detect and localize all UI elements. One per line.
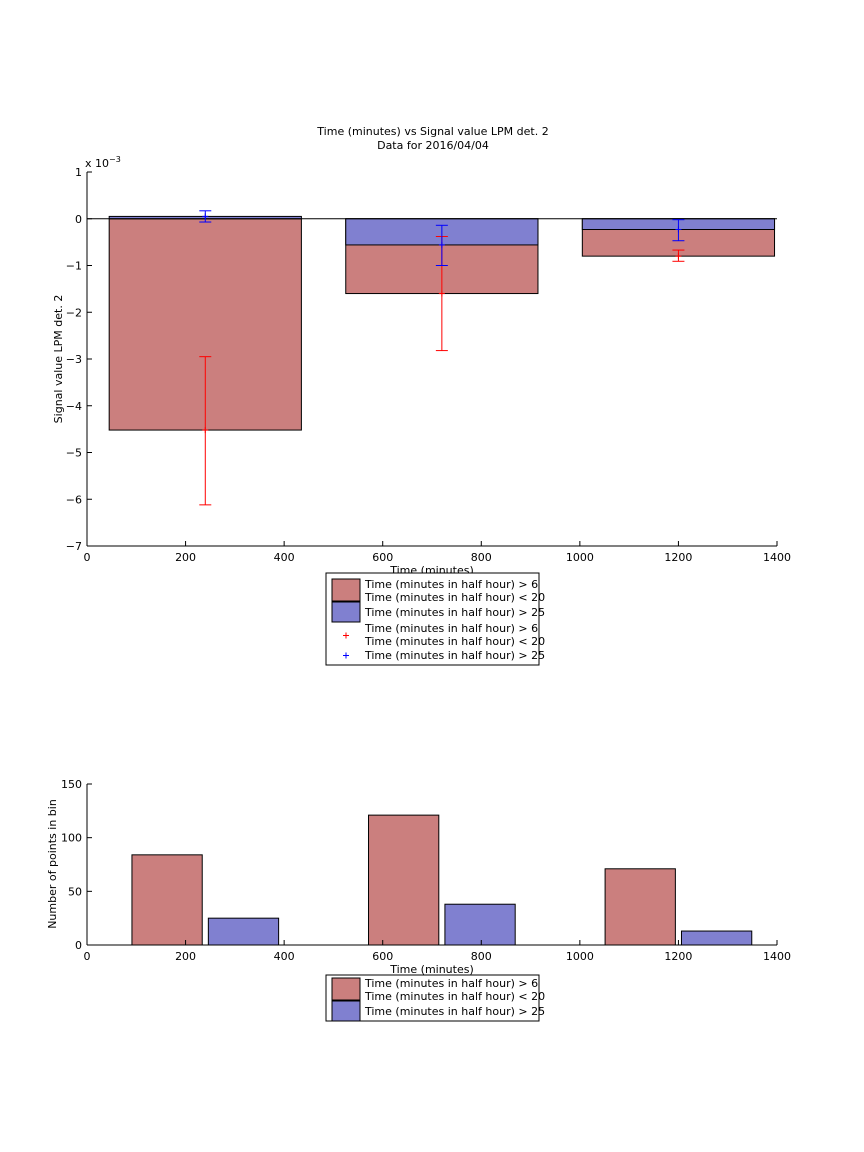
y-tick-label: 50 bbox=[68, 885, 82, 898]
y-tick-label: 0 bbox=[75, 213, 82, 226]
x-tick-label: 0 bbox=[84, 551, 91, 564]
y-tick-label: 100 bbox=[61, 832, 82, 845]
x-tick-label: 1000 bbox=[566, 950, 594, 963]
y-tick-label: 0 bbox=[75, 939, 82, 952]
bar bbox=[680, 930, 753, 946]
x-tick-label: 200 bbox=[175, 551, 196, 564]
x-tick-label: 600 bbox=[372, 950, 393, 963]
y-tick-label: −7 bbox=[66, 540, 82, 553]
x-tick-label: 0 bbox=[84, 950, 91, 963]
y-tick-label: −6 bbox=[66, 493, 82, 506]
x-tick-label: 1200 bbox=[664, 950, 692, 963]
y-tick-label: −2 bbox=[66, 306, 82, 319]
x-axis-label-2: Time (minutes) bbox=[389, 963, 474, 976]
x-tick-label: 200 bbox=[175, 950, 196, 963]
x-tick-label: 1000 bbox=[566, 551, 594, 564]
legend-label: Time (minutes in half hour) > 25 bbox=[364, 649, 545, 662]
legend-label: Time (minutes in half hour) > 6 bbox=[364, 977, 538, 990]
x-tick-label: 400 bbox=[274, 950, 295, 963]
y-tick-label: −1 bbox=[66, 260, 82, 273]
legend-label: Time (minutes in half hour) < 20 bbox=[364, 591, 545, 604]
y-tick-label: −3 bbox=[66, 353, 82, 366]
bar bbox=[604, 868, 676, 946]
legend-box bbox=[325, 974, 540, 1022]
legend-label: Time (minutes in half hour) > 25 bbox=[364, 1005, 545, 1018]
signal-ticks: 0 200 400 600 800 1000 1200 1400 1 0 −1 −2 −3 −4 −5 −6 −… bbox=[66, 166, 791, 564]
count-chart: 0 200 400 600 800 1000 1200 1400 0 50 100 150 Time … bbox=[46, 778, 791, 1022]
y-tick-label: 150 bbox=[61, 778, 82, 791]
bar bbox=[368, 814, 440, 946]
legend-swatch bbox=[331, 1000, 361, 1022]
x-tick-label: 1200 bbox=[664, 551, 692, 564]
x-tick-label: 1400 bbox=[763, 950, 791, 963]
x-tick-label: 800 bbox=[471, 950, 492, 963]
signal-chart: Time (minutes) vs Signal value LPM det. … bbox=[52, 125, 791, 666]
y-tick-label: 1 bbox=[75, 166, 82, 179]
legend-label: Time (minutes in half hour) < 20 bbox=[364, 990, 545, 1003]
bar bbox=[131, 854, 203, 946]
y-axis-label-2: Number of points in bin bbox=[46, 799, 59, 929]
chart-title: Time (minutes) vs Signal value LPM det. … bbox=[316, 125, 548, 138]
y-exponent-label: x 10−3 bbox=[85, 155, 121, 170]
legend-label: Time (minutes in half hour) > 25 bbox=[364, 606, 545, 619]
count-axes bbox=[86, 784, 777, 946]
legend-swatch bbox=[331, 578, 361, 602]
x-tick-label: 400 bbox=[274, 551, 295, 564]
legend-label: Time (minutes in half hour) > 6 bbox=[364, 578, 538, 591]
chart-subtitle: Data for 2016/04/04 bbox=[377, 139, 489, 152]
x-tick-label: 1400 bbox=[763, 551, 791, 564]
y-tick-label: −4 bbox=[66, 400, 82, 413]
y-tick-label: −5 bbox=[66, 447, 82, 460]
x-tick-label: 800 bbox=[471, 551, 492, 564]
bar bbox=[207, 917, 280, 946]
y-axis-label: Signal value LPM det. 2 bbox=[52, 295, 65, 424]
count-bars bbox=[131, 814, 753, 946]
legend-label: Time (minutes in half hour) < 20 bbox=[364, 635, 545, 648]
legend-label: Time (minutes in half hour) > 6 bbox=[364, 622, 538, 635]
x-tick-label: 600 bbox=[372, 551, 393, 564]
legend-box bbox=[325, 572, 540, 666]
legend-swatch bbox=[331, 977, 361, 1001]
error-bars bbox=[199, 210, 685, 506]
count-ticks: 0 200 400 600 800 1000 1200 1400 0 50 100 150 bbox=[61, 778, 791, 963]
bar bbox=[444, 903, 516, 946]
legend-swatch bbox=[331, 601, 361, 623]
